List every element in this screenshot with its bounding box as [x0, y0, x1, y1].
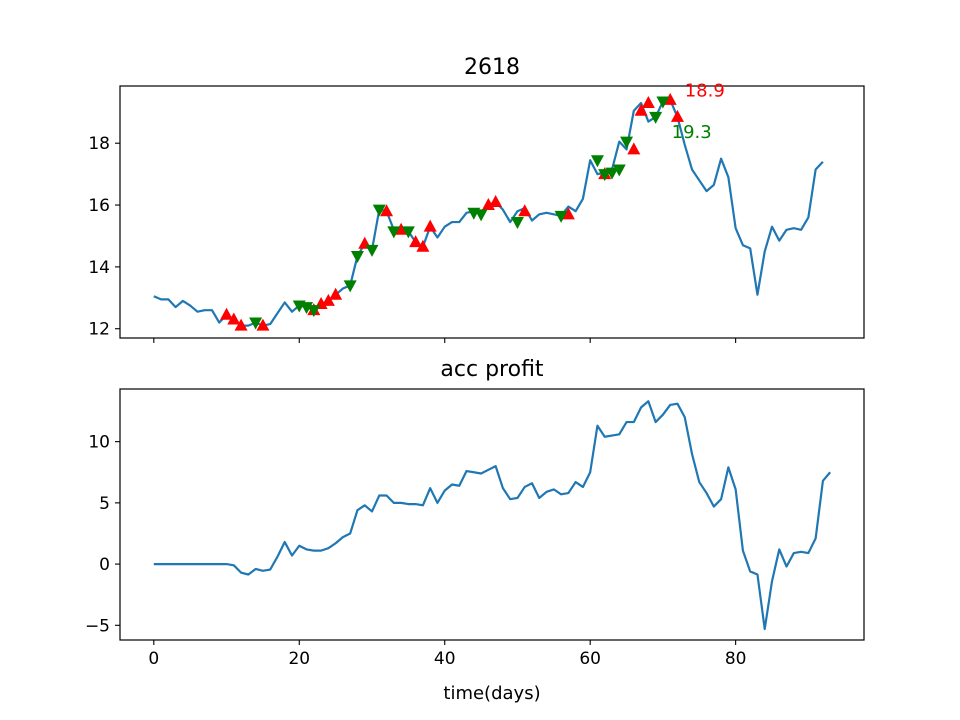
sell-marker [365, 244, 379, 257]
series-line [153, 98, 824, 327]
sell-marker [510, 217, 524, 230]
buy-marker [489, 194, 503, 207]
buy-marker [220, 307, 234, 320]
y-tick-label: 16 [88, 196, 110, 216]
sell-marker [656, 96, 670, 109]
y-tick-label: 18 [88, 134, 110, 154]
buy-marker [670, 109, 684, 122]
buy-marker [641, 96, 655, 109]
buy-marker [634, 103, 648, 116]
sell-marker [343, 280, 357, 293]
x-tick-label: 0 [148, 649, 159, 669]
sell-marker [249, 317, 263, 330]
profit-subplot: acc profit time(days) 0 20 40 60 80 −5 0 5 10 [85, 357, 865, 704]
plot-frame [119, 85, 865, 339]
buy-marker [423, 219, 437, 232]
buy-marker [234, 318, 248, 331]
buy-marker [380, 204, 394, 217]
price-chart-title: 2618 [464, 55, 520, 80]
buy-marker [663, 92, 677, 105]
value-annotation: 18.9 [685, 81, 725, 102]
x-tick-label: 60 [579, 649, 601, 669]
y-tick-label: 14 [88, 258, 110, 278]
sell-marker [649, 111, 663, 124]
sell-marker [474, 209, 488, 222]
series-line [153, 400, 832, 631]
buy-marker [627, 142, 641, 155]
buy-marker [256, 318, 270, 331]
sell-marker [350, 251, 364, 264]
sell-marker [612, 164, 626, 177]
y-tick-label: 12 [88, 320, 110, 340]
sell-marker [554, 210, 568, 223]
buy-marker [481, 198, 495, 211]
plot-frame [119, 388, 865, 641]
y-tick-label: −5 [85, 616, 110, 636]
buy-marker [394, 222, 408, 235]
x-axis-label: time(days) [443, 683, 540, 704]
y-tick-label: 5 [99, 494, 110, 514]
price-subplot: 2618 12 14 16 18 18.9 19.3 [88, 55, 865, 343]
y-tick-label: 0 [99, 555, 110, 575]
buy-marker [321, 293, 335, 306]
x-tick-label: 20 [288, 649, 310, 669]
sell-marker [401, 226, 415, 239]
profit-chart-title: acc profit [440, 357, 544, 382]
buy-marker [518, 204, 532, 217]
buy-marker [227, 312, 241, 325]
sell-marker [372, 204, 386, 217]
sell-marker [605, 167, 619, 180]
value-annotation: 19.3 [672, 122, 712, 143]
sell-marker [590, 155, 604, 168]
y-tick-label: 10 [88, 433, 110, 453]
sell-marker [387, 226, 401, 239]
sell-marker [620, 136, 634, 149]
sell-marker [300, 302, 314, 315]
buy-marker [329, 287, 343, 300]
buy-marker [416, 239, 430, 252]
x-tick-label: 40 [434, 649, 456, 669]
x-tick-label: 80 [725, 649, 747, 669]
buy-marker [409, 235, 423, 248]
sell-marker [307, 305, 321, 318]
buy-marker [561, 207, 575, 220]
